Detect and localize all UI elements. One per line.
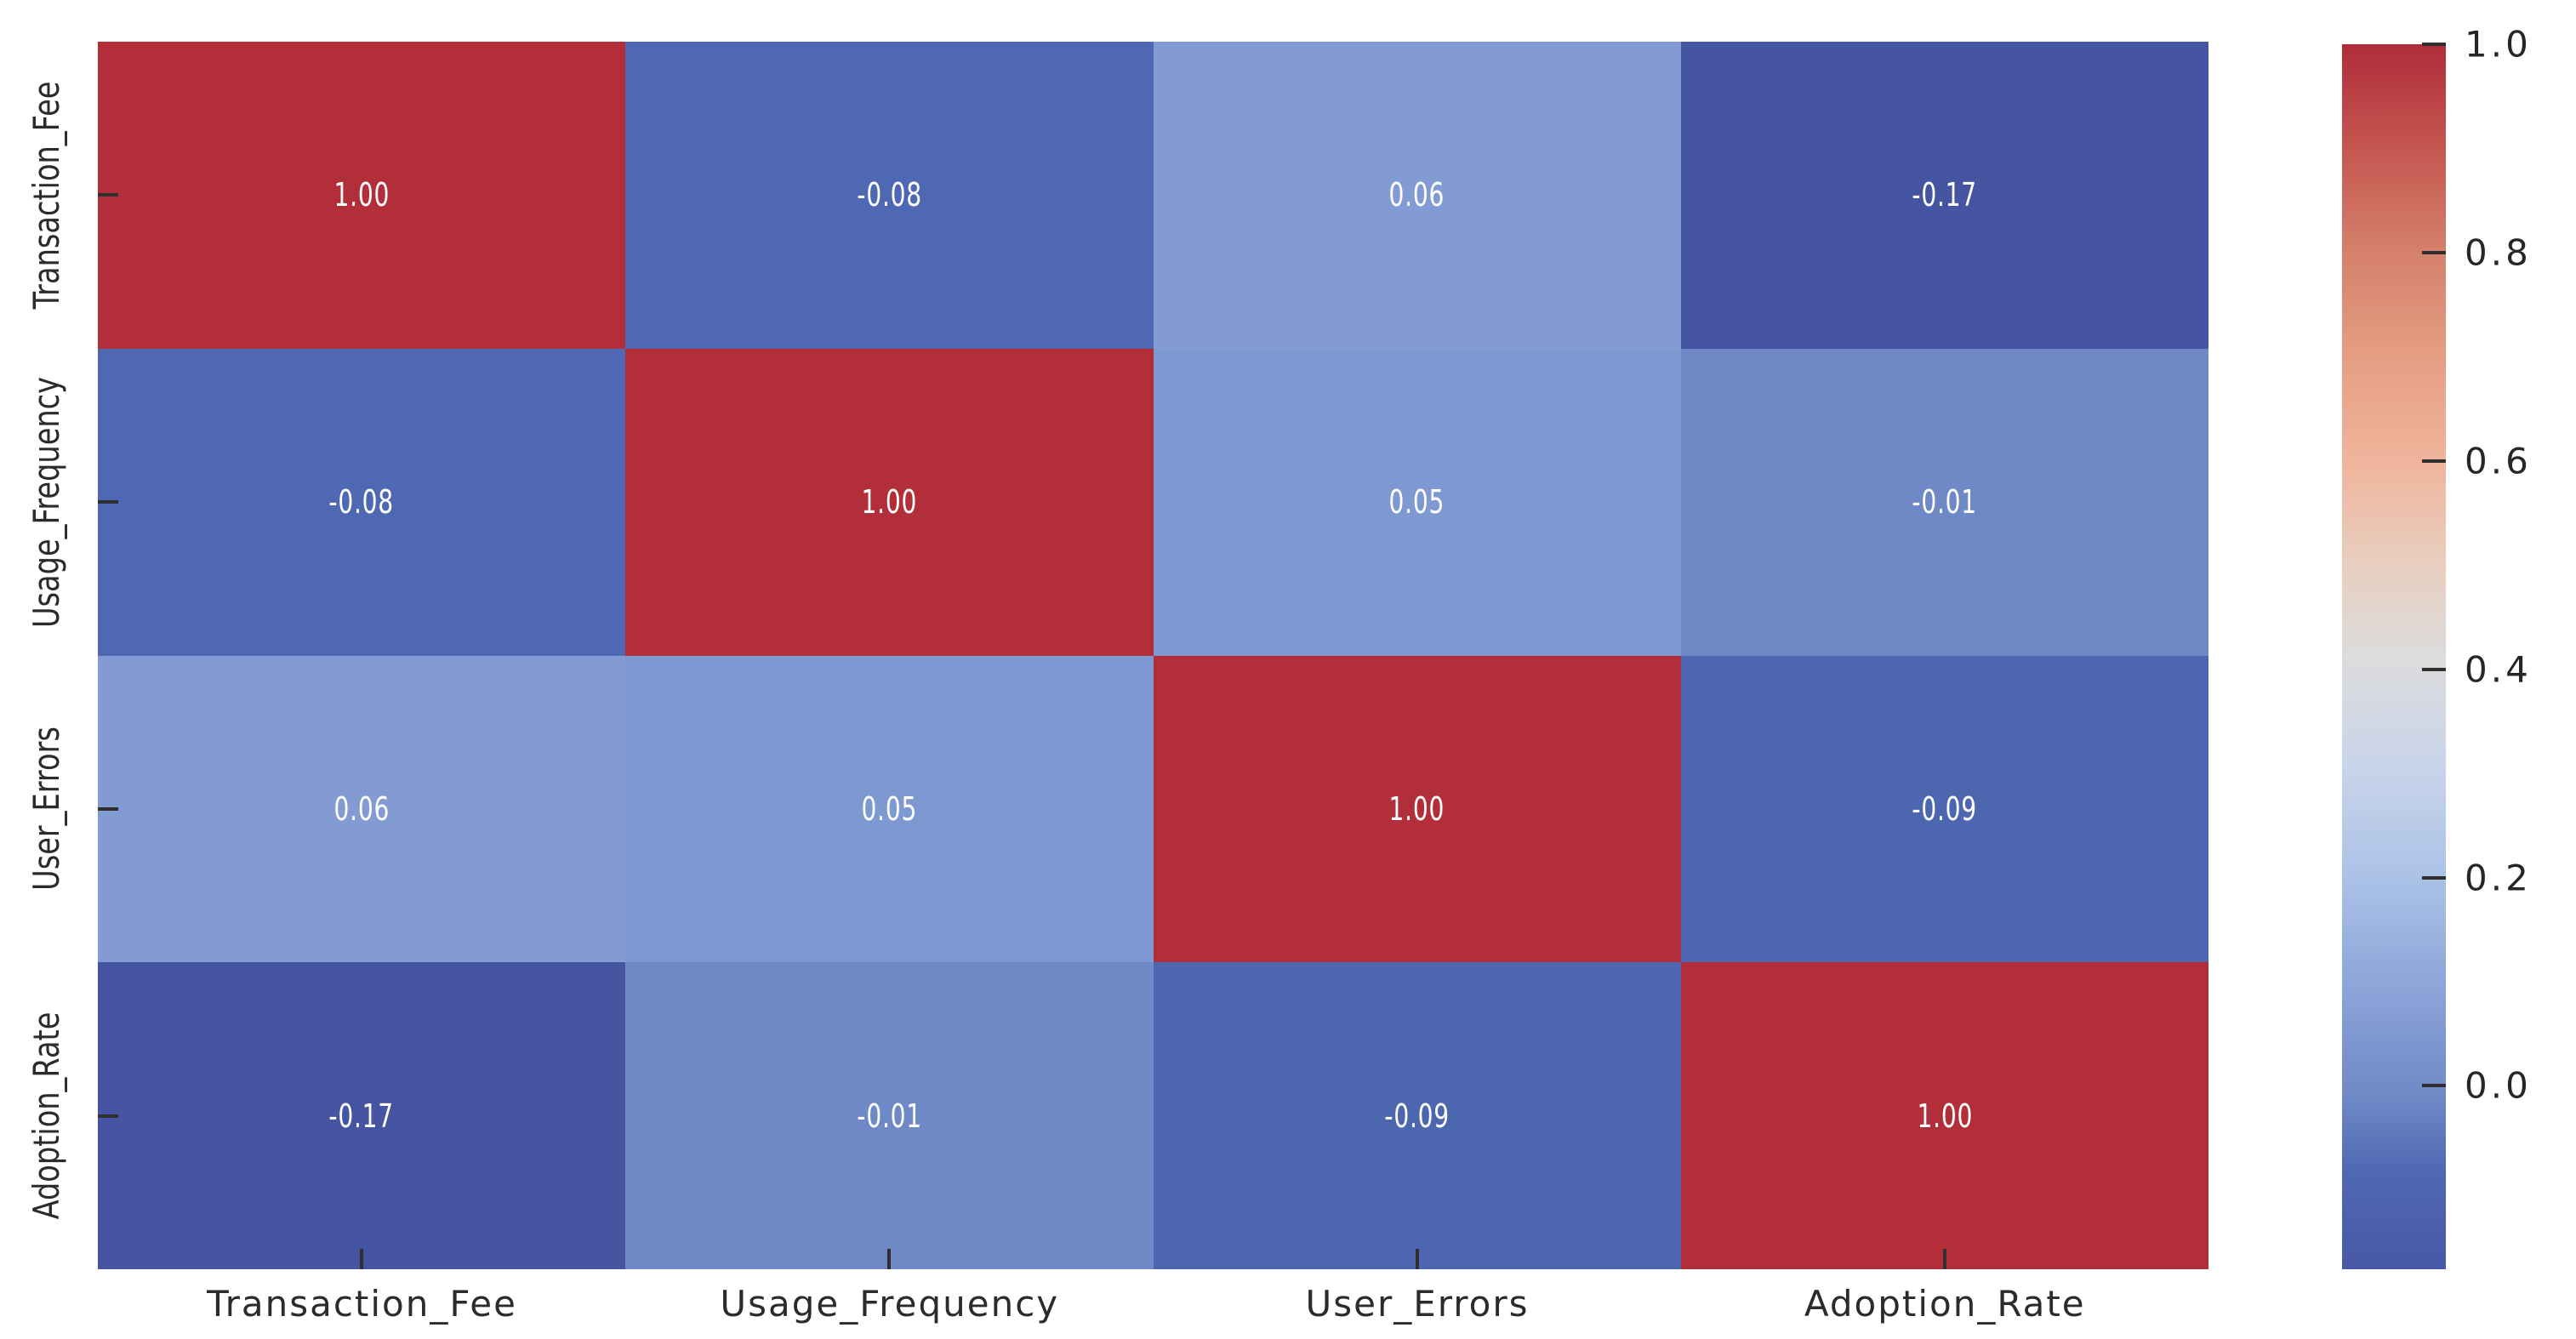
cell-value: 0.05 [861, 789, 918, 828]
x-axis-tick [1415, 1249, 1419, 1269]
y-axis-tick [98, 193, 118, 197]
x-tick-label: Adoption_Rate [1804, 1283, 2086, 1325]
cell-value: 0.05 [1388, 483, 1445, 521]
cell-value: -0.01 [1912, 483, 1978, 521]
heatmap-cell: 0.05 [1153, 348, 1681, 656]
heatmap-cell: -0.09 [1680, 655, 2208, 963]
heatmap-cell: -0.17 [98, 962, 626, 1269]
y-tick-label: Adoption_Rate [7, 878, 85, 1339]
heatmap-cell: 1.00 [98, 42, 626, 349]
cell-value: -0.08 [328, 483, 395, 521]
cell-value: 0.06 [1388, 176, 1445, 214]
cell-value: -0.08 [857, 176, 922, 214]
colorbar-tick-label: 0.6 [2465, 440, 2532, 482]
heatmap-cell: -0.09 [1153, 962, 1681, 1269]
y-tick-label-text: Adoption_Rate [25, 1011, 67, 1220]
cell-value: 0.06 [333, 789, 390, 828]
x-axis-tick [360, 1249, 364, 1269]
y-tick-label-text: User_Errors [25, 726, 67, 892]
y-axis-tick [98, 500, 118, 504]
heatmap-grid: 1.00 -0.08 0.06 -0.17 -0.08 1.00 0.05 -0.01 0.06… [98, 42, 2208, 1269]
cell-value: -0.01 [857, 1097, 922, 1135]
heatmap-cell: -0.01 [1680, 348, 2208, 656]
x-axis-tick [887, 1249, 892, 1269]
heatmap-cell: 1.00 [625, 348, 1154, 656]
colorbar-tick [2422, 875, 2446, 880]
colorbar-tick-label: 1.0 [2465, 23, 2532, 66]
heatmap-cell: -0.08 [625, 42, 1154, 349]
colorbar-tick [2422, 459, 2446, 463]
cell-value: 1.00 [861, 483, 918, 521]
cell-value: 1.00 [1388, 789, 1445, 828]
colorbar-tick-label: 0.8 [2465, 231, 2532, 274]
colorbar-tick-label: 0.2 [2465, 857, 2532, 899]
cell-value: -0.17 [328, 1097, 395, 1135]
cell-value: -0.09 [1912, 789, 1978, 828]
x-tick-label: Transaction_Fee [207, 1283, 517, 1325]
heatmap-cell: 0.06 [98, 655, 626, 963]
cell-value: 1.00 [1917, 1097, 1973, 1135]
heatmap-cell: -0.08 [98, 348, 626, 656]
colorbar-tick [2422, 667, 2446, 671]
cell-value: -0.17 [1912, 176, 1978, 214]
heatmap-cell: -0.01 [625, 962, 1154, 1269]
colorbar-tick [2422, 43, 2446, 46]
y-axis-tick [98, 806, 118, 811]
y-axis-tick [98, 1114, 118, 1118]
heatmap-cell: 1.00 [1680, 962, 2208, 1269]
heatmap-cell: 0.06 [1153, 42, 1681, 349]
heatmap-cell: -0.17 [1680, 42, 2208, 349]
cell-value: -0.09 [1384, 1097, 1450, 1135]
colorbar-tick-label: 0.4 [2465, 648, 2532, 691]
x-tick-label: User_Errors [1305, 1283, 1530, 1325]
colorbar-tick [2422, 1084, 2446, 1088]
x-tick-label: Usage_Frequency [720, 1283, 1060, 1325]
colorbar [2342, 44, 2446, 1269]
colorbar-tick [2422, 250, 2446, 254]
cell-value: 1.00 [333, 176, 390, 214]
heatmap-cell: 1.00 [1153, 655, 1681, 963]
x-axis-tick [1942, 1249, 1946, 1269]
heatmap-cell: 0.05 [625, 655, 1154, 963]
colorbar-tick-label: 0.0 [2465, 1064, 2532, 1107]
